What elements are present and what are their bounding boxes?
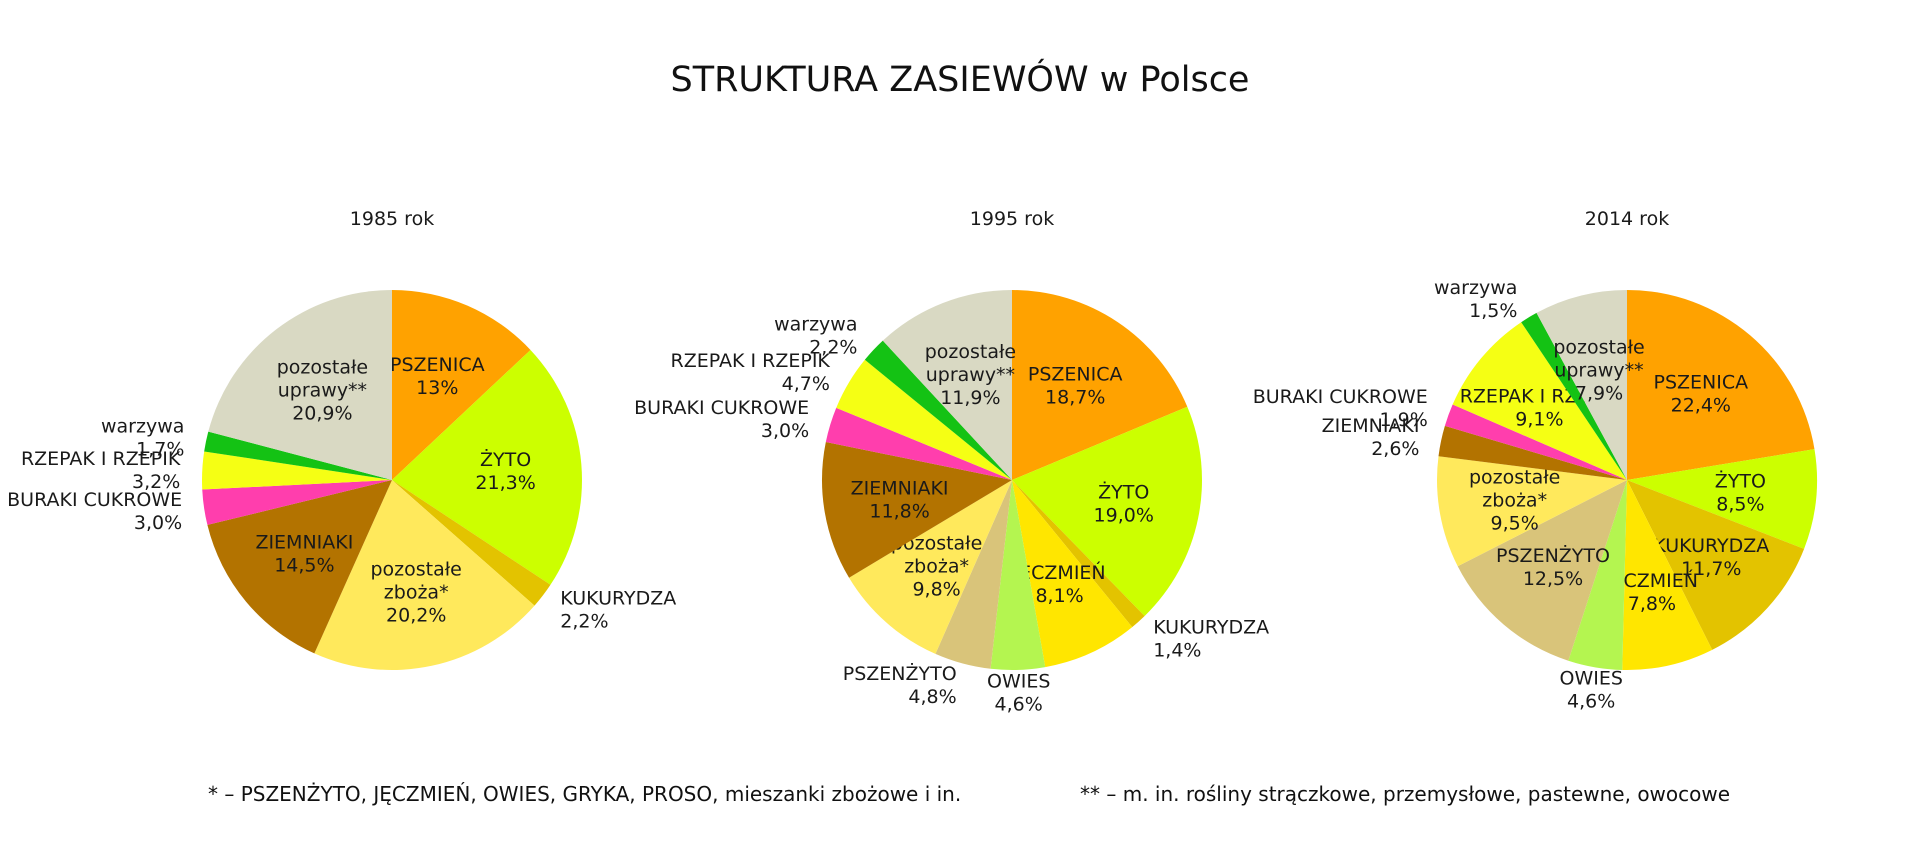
pie-slice-label: OWIES 4,6% xyxy=(1559,668,1622,713)
pie-chart-1: 1985 rok PSZENICA 13% ŻYTO 21,3% KUKURYDZA 2,2… xyxy=(7,208,676,670)
pie-slice-label: JĘCZMIEŃ 7,8% xyxy=(1605,569,1698,615)
footnote-single-star: * – PSZENŻYTO, JĘCZMIEŃ, OWIES, GRYKA, P… xyxy=(208,782,962,806)
pie-slice-buraki-cukrowe xyxy=(202,480,392,525)
footnote-double-star: ** – m. in. rośliny strączkowe, przemysł… xyxy=(1080,782,1731,806)
pie-slice-kukurydza xyxy=(1627,480,1805,650)
pie-slice-pozostale-zboza xyxy=(849,480,1012,654)
pie-slice-label: pozostałe uprawy** 11,9% xyxy=(925,341,1016,409)
pie-slice-ziemniaki xyxy=(1438,425,1627,480)
pie-chart-3: 2014 rok PSZENICA 22,4% ŻYTO 8,5% KUKURYDZA 11… xyxy=(1253,208,1817,713)
pie-slice-rzepak-i-rzepik xyxy=(202,451,392,490)
pie-slice-pozostale-uprawy xyxy=(882,290,1012,480)
pie-slice-label: BURAKI CUKROWE 3,0% xyxy=(634,397,809,442)
pie-slice-label: PSZENICA 18,7% xyxy=(1028,364,1123,409)
pie-slice-label: warzywa 1,7% xyxy=(101,416,184,461)
pie-slice-ziemniaki xyxy=(207,480,392,654)
pie-slice-label: pozostałe uprawy** 20,9% xyxy=(277,357,368,425)
pie-slice-label: PSZENICA 22,4% xyxy=(1653,372,1748,417)
pie-slice-label: ZIEMNIAKI 14,5% xyxy=(255,531,353,576)
pie-slice-pszenica xyxy=(392,290,531,480)
pie-slice-label: KUKURYDZA 2,2% xyxy=(560,587,676,632)
pie-slice-label: ŻYTO 19,0% xyxy=(1094,480,1154,526)
pie-slice-pszenzyto xyxy=(935,480,1012,669)
pie-slice-owies xyxy=(1568,480,1627,670)
pie-chart-2: 1995 rok PSZENICA 18,7% ŻYTO 19,0% KUKURYDZA 1… xyxy=(634,208,1269,715)
pie-slice-rzepak-i-rzepik xyxy=(1452,322,1627,480)
pie-slice-pszenzyto xyxy=(1457,480,1627,661)
pie-slice-label: RZEPAK I RZEPIK 4,7% xyxy=(671,350,831,395)
pie-slice-warzywa xyxy=(1521,312,1627,480)
pie-slice-pszenica xyxy=(1627,290,1815,480)
pie-chart-title: 2014 rok xyxy=(1585,208,1669,230)
pie-slice-label: OWIES 4,6% xyxy=(987,670,1050,715)
pie-slice-label: BURAKI CUKROWE 1,9% xyxy=(1253,386,1428,431)
pie-slice-label: pozostałe zboża* 20,2% xyxy=(371,558,462,626)
pie-slice-label: PSZENICA 13% xyxy=(390,354,485,399)
pie-slice-label: PSZENŻYTO 12,5% xyxy=(1496,544,1610,590)
pie-slice-jeczmien xyxy=(1622,480,1713,670)
pie-slice-label: warzywa 1,5% xyxy=(1434,277,1517,322)
pie-slice-label: ŻYTO 8,5% xyxy=(1715,469,1766,515)
pie-slice-rzepak-i-rzepik xyxy=(836,359,1012,480)
pie-slice-buraki-cukrowe xyxy=(1444,404,1627,480)
pie-slice-warzywa xyxy=(864,340,1012,480)
pie-slice-label: BURAKI CUKROWE 3,0% xyxy=(7,489,182,534)
pie-chart-title: 1985 rok xyxy=(350,208,434,230)
pie-slice-label: ZIEMNIAKI 11,8% xyxy=(851,478,949,523)
pie-slice-label: warzywa 2,2% xyxy=(774,313,857,358)
pie-slice-pszenica xyxy=(1012,290,1188,480)
pie-slice-pozostale-zboza xyxy=(314,480,535,670)
pie-slice-label: ZIEMNIAKI 2,6% xyxy=(1322,415,1420,460)
pie-slice-zyto xyxy=(1012,406,1203,617)
chart-main-title: STRUKTURA ZASIEWÓW w Polsce xyxy=(670,60,1250,100)
pie-slice-label: RZEPAK I RZEPIK 3,2% xyxy=(21,448,181,493)
pie-slice-kukurydza xyxy=(392,480,551,606)
pie-slice-buraki-cukrowe xyxy=(825,407,1012,480)
pie-slice-zyto xyxy=(392,349,582,585)
pie-slice-label: PSZENŻYTO 4,8% xyxy=(843,662,957,708)
pie-slice-pozostale-zboza xyxy=(1437,456,1627,567)
pie-slice-ziemniaki xyxy=(822,442,1012,578)
pie-slice-pozostale-uprawy xyxy=(208,290,392,480)
pie-slice-zyto xyxy=(1627,449,1817,549)
pie-slice-jeczmien xyxy=(1012,480,1133,668)
pie-slice-label: pozostałe uprawy** 7,9% xyxy=(1553,337,1644,405)
pie-slice-label: KUKURYDZA 1,4% xyxy=(1153,617,1269,662)
pie-chart-title: 1995 rok xyxy=(970,208,1054,230)
pie-slice-label: ŻYTO 21,3% xyxy=(475,448,535,494)
pie-slice-label: JĘCZMIEŃ 8,1% xyxy=(1013,561,1106,607)
pie-slice-label: pozostałe zboża* 9,5% xyxy=(1469,467,1560,535)
pie-slice-owies xyxy=(990,480,1046,671)
pie-slice-label: KUKURYDZA 11,7% xyxy=(1653,535,1769,580)
pie-slice-kukurydza xyxy=(1012,480,1145,628)
pie-slice-pozostale-uprawy xyxy=(1536,290,1627,480)
pie-slice-warzywa xyxy=(204,431,392,480)
